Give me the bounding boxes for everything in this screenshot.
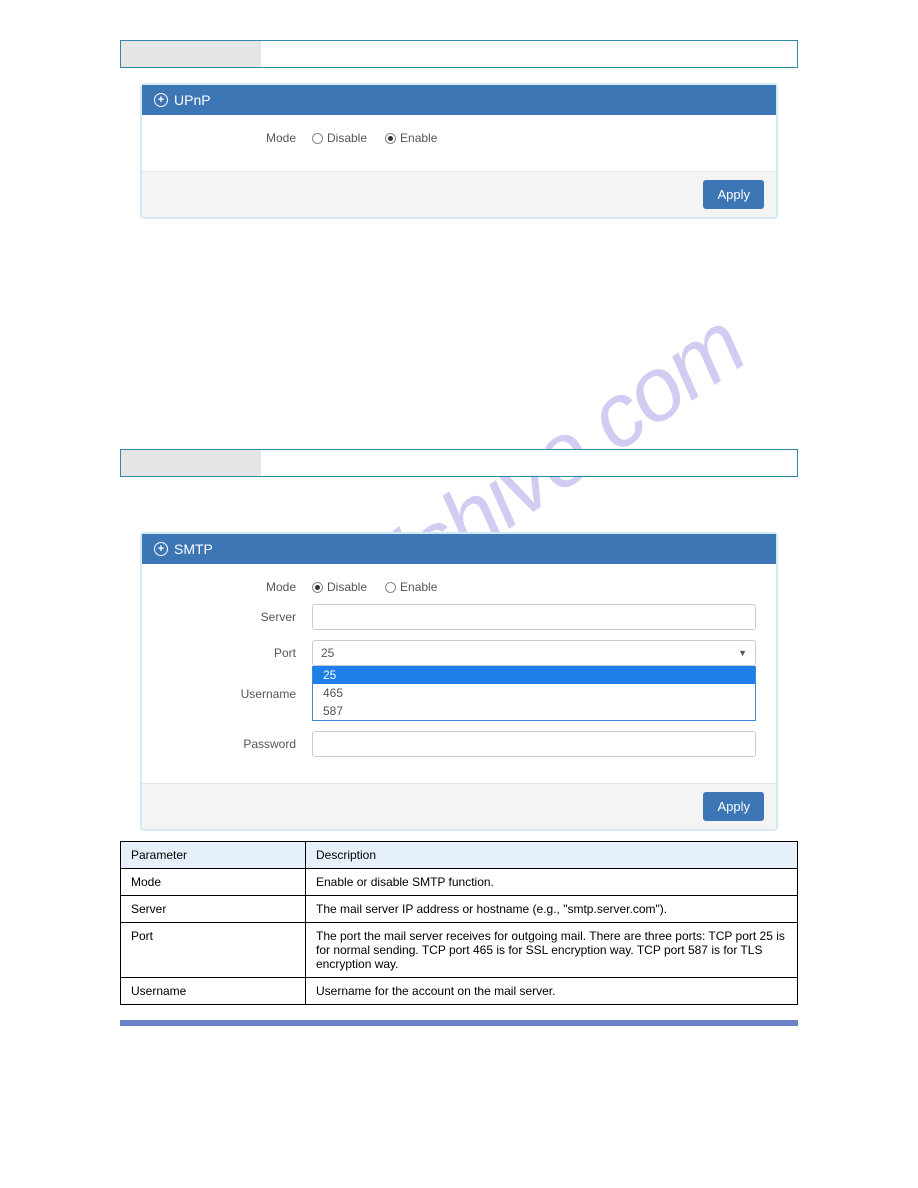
port-option-25[interactable]: 25: [313, 666, 755, 684]
smtp-port-dropdown: 25 465 587: [312, 666, 756, 721]
smtp-mode-label: Mode: [162, 580, 312, 594]
upnp-panel-header[interactable]: + UPnP: [142, 85, 776, 115]
radio-icon: [385, 582, 396, 593]
upnp-panel: + UPnP Mode Disable Enable Apply: [140, 83, 778, 219]
smtp-port-value: 25: [321, 646, 334, 660]
upnp-mode-label: Mode: [162, 131, 312, 145]
desc-cell: The port the mail server receives for ou…: [306, 923, 798, 978]
upnp-apply-button[interactable]: Apply: [703, 180, 764, 209]
smtp-port-select[interactable]: 25 ▼: [312, 640, 756, 666]
param-header: Parameter: [121, 842, 306, 869]
smtp-panel: + SMTP Mode Disable Enable Server: [140, 532, 778, 831]
smtp-password-control: [312, 731, 756, 757]
smtp-section-banner: [120, 449, 798, 477]
smtp-server-row: Server: [162, 604, 756, 630]
smtp-panel-header[interactable]: + SMTP: [142, 534, 776, 564]
desc-cell: Enable or disable SMTP function.: [306, 869, 798, 896]
table-row: Port The port the mail server receives f…: [121, 923, 798, 978]
banner-shade: [121, 450, 261, 476]
smtp-server-label: Server: [162, 610, 312, 624]
smtp-disable-label: Disable: [327, 580, 367, 594]
table-row: Username Username for the account on the…: [121, 978, 798, 1005]
upnp-post-text: [120, 229, 798, 409]
smtp-server-control: [312, 604, 756, 630]
smtp-password-label: Password: [162, 737, 312, 751]
smtp-disable-option[interactable]: Disable: [312, 580, 367, 594]
plus-icon: +: [154, 93, 168, 107]
smtp-panel-footer: Apply: [142, 783, 776, 829]
smtp-enable-label: Enable: [400, 580, 437, 594]
smtp-mode-row: Mode Disable Enable: [162, 580, 756, 594]
upnp-disable-label: Disable: [327, 131, 367, 145]
port-option-465[interactable]: 465: [313, 684, 755, 702]
param-cell: Server: [121, 896, 306, 923]
table-header-row: Parameter Description: [121, 842, 798, 869]
desc-header: Description: [306, 842, 798, 869]
table-row: Mode Enable or disable SMTP function.: [121, 869, 798, 896]
desc-cell: Username for the account on the mail ser…: [306, 978, 798, 1005]
smtp-enable-option[interactable]: Enable: [385, 580, 437, 594]
page-footer-bar: [120, 1020, 798, 1026]
upnp-enable-label: Enable: [400, 131, 437, 145]
upnp-panel-body: Mode Disable Enable: [142, 115, 776, 171]
upnp-enable-option[interactable]: Enable: [385, 131, 437, 145]
radio-icon: [312, 133, 323, 144]
radio-icon: [385, 133, 396, 144]
smtp-dropdown-control: 25 465 587: [312, 666, 756, 721]
table-row: Server The mail server IP address or hos…: [121, 896, 798, 923]
upnp-disable-option[interactable]: Disable: [312, 131, 367, 145]
smtp-password-row: Password: [162, 731, 756, 757]
upnp-radio-group: Disable Enable: [312, 131, 756, 145]
banner-rest: [261, 41, 797, 67]
param-cell: Mode: [121, 869, 306, 896]
banner-rest: [261, 450, 797, 476]
smtp-port-control: 25 ▼: [312, 640, 756, 666]
smtp-password-input[interactable]: [312, 731, 756, 757]
radio-icon: [312, 582, 323, 593]
smtp-dropdown-row: Username 25 465 587: [162, 666, 756, 721]
upnp-section-banner: [120, 40, 798, 68]
smtp-username-label: Username: [162, 687, 312, 701]
banner-shade: [121, 41, 261, 67]
port-option-587[interactable]: 587: [313, 702, 755, 720]
plus-icon: +: [154, 542, 168, 556]
desc-cell: The mail server IP address or hostname (…: [306, 896, 798, 923]
smtp-panel-title: SMTP: [174, 541, 213, 557]
smtp-apply-button[interactable]: Apply: [703, 792, 764, 821]
smtp-server-input[interactable]: [312, 604, 756, 630]
smtp-radio-group: Disable Enable: [312, 580, 756, 594]
param-cell: Username: [121, 978, 306, 1005]
chevron-down-icon: ▼: [738, 648, 747, 658]
upnp-mode-row: Mode Disable Enable: [162, 131, 756, 145]
smtp-port-row: Port 25 ▼: [162, 640, 756, 666]
upnp-panel-footer: Apply: [142, 171, 776, 217]
param-cell: Port: [121, 923, 306, 978]
smtp-param-table: Parameter Description Mode Enable or dis…: [120, 841, 798, 1005]
smtp-port-label: Port: [162, 646, 312, 660]
upnp-panel-title: UPnP: [174, 92, 211, 108]
smtp-panel-body: Mode Disable Enable Server: [142, 564, 776, 783]
